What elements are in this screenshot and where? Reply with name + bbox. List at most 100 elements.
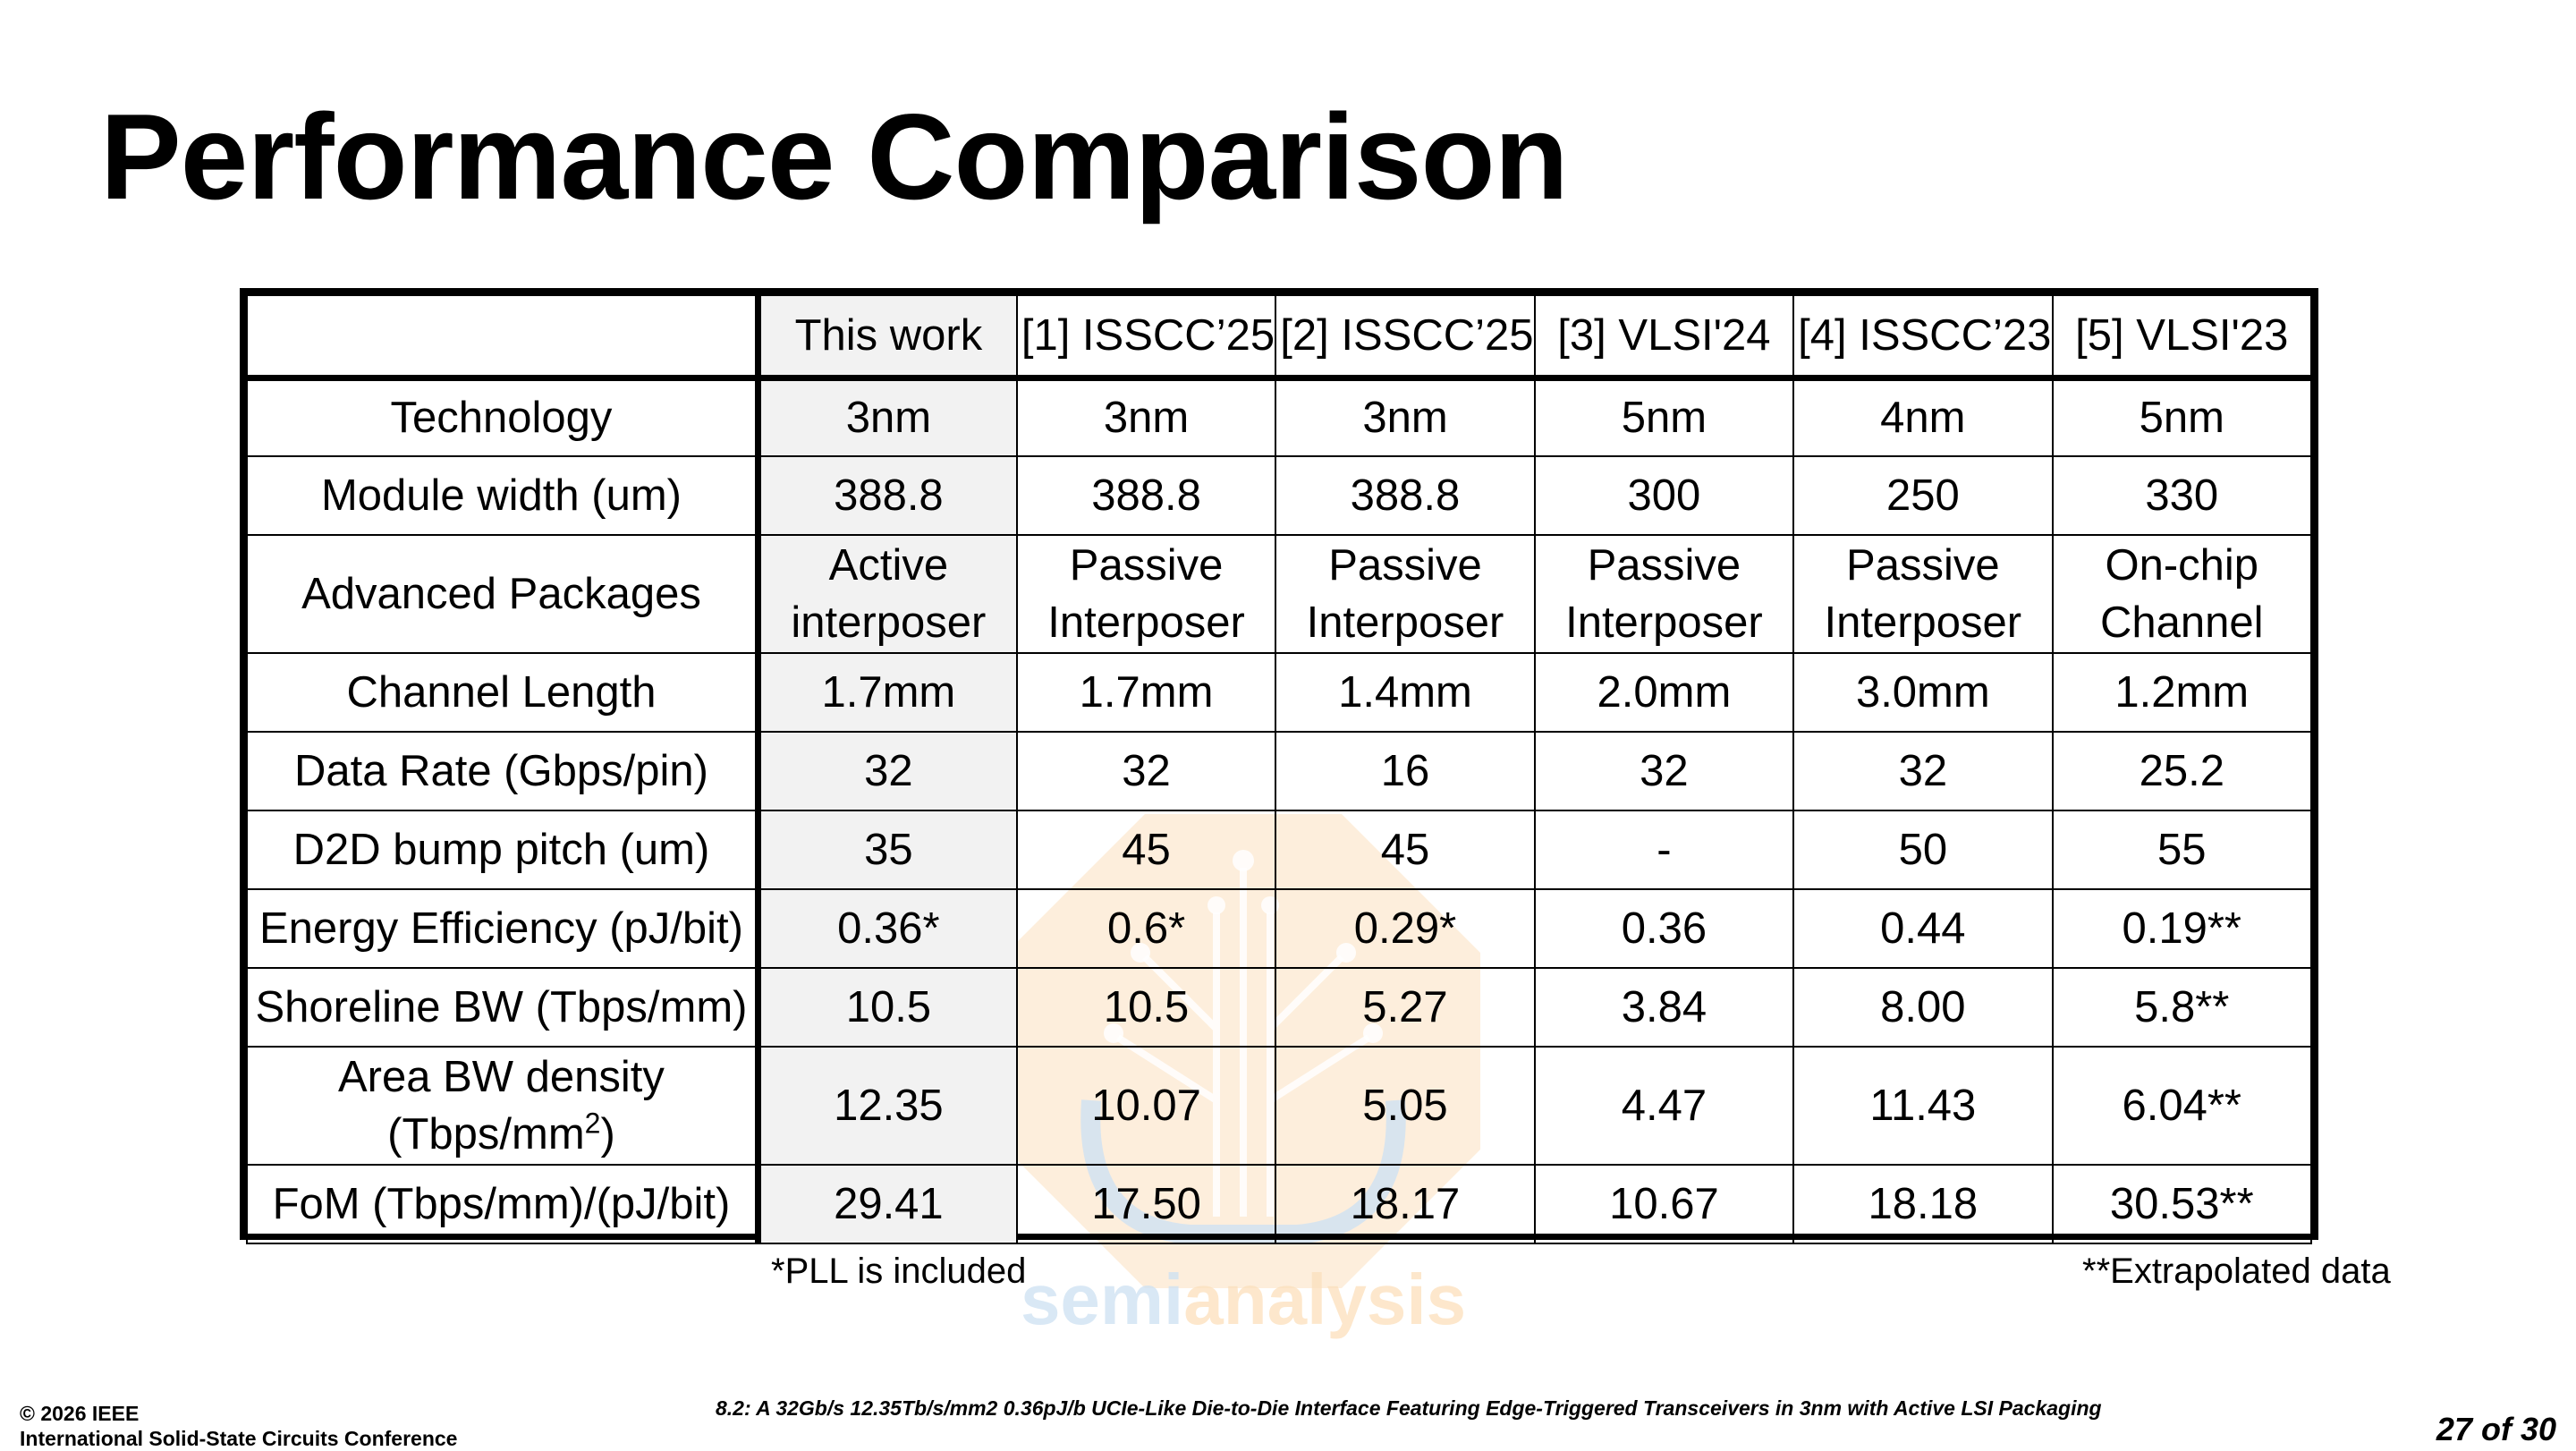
table-cell: 32: [1015, 731, 1277, 811]
table-cell: 32: [1792, 731, 2054, 811]
row-label: D2D bump pitch (um): [245, 810, 761, 890]
slide-title: Performance Comparison: [100, 89, 1569, 225]
comparison-table: This work [1] ISSCC’25 [2] ISSCC’25 [3] …: [245, 294, 2313, 1244]
table-row-module-width: Module width (um) 388.8 388.8 388.8 300 …: [245, 455, 2313, 536]
table-cell: 45: [1015, 810, 1277, 890]
table-cell: 10.67: [1533, 1164, 1795, 1244]
table-cell: 6.04**: [2051, 1046, 2313, 1166]
table-cell: 1.7mm: [757, 652, 1018, 733]
table-cell: 18.18: [1792, 1164, 2054, 1244]
table-cell: 3.0mm: [1792, 652, 2054, 733]
column-header-this-work: This work: [757, 294, 1018, 381]
column-header-ref-3: [3] VLSI'24: [1533, 294, 1795, 381]
row-label: Technology: [245, 377, 761, 457]
footer-copyright: © 2026 IEEE: [20, 1402, 140, 1425]
comparison-table-frame: This work [1] ISSCC’25 [2] ISSCC’25 [3] …: [240, 288, 2318, 1244]
table-row-technology: Technology 3nm 3nm 3nm 5nm 4nm 5nm: [245, 377, 2313, 457]
table-row-data-rate: Data Rate (Gbps/pin) 32 32 16 32 32 25.2: [245, 731, 2313, 811]
row-label: Channel Length: [245, 652, 761, 733]
table-cell: 16: [1275, 731, 1536, 811]
table-cell: 250: [1792, 455, 2054, 536]
row-label-unit: (Tbps/mm: [387, 1110, 585, 1158]
row-label: Shoreline BW (Tbps/mm): [245, 967, 761, 1048]
table-cell: 12.35: [757, 1046, 1018, 1166]
table-corner-cell: [245, 294, 761, 381]
row-label: FoM (Tbps/mm)/(pJ/bit): [245, 1164, 761, 1244]
row-label: Energy Efficiency (pJ/bit): [245, 888, 761, 969]
table-cell: 29.41: [757, 1164, 1018, 1244]
table-cell: 4nm: [1792, 377, 2054, 457]
table-row-bump-pitch: D2D bump pitch (um) 35 45 45 - 50 55: [245, 810, 2313, 890]
table-cell: 2.0mm: [1533, 652, 1795, 733]
page-number: 27 of 30: [2436, 1411, 2556, 1447]
row-label: Data Rate (Gbps/pin): [245, 731, 761, 811]
table-cell: 10.5: [1015, 967, 1277, 1048]
table-cell: 45: [1275, 810, 1536, 890]
table-cell: 3nm: [757, 377, 1018, 457]
table-cell: 1.2mm: [2051, 652, 2313, 733]
table-cell: 388.8: [1275, 455, 1536, 536]
row-label: Advanced Packages: [245, 534, 761, 654]
table-cell: Active interposer: [757, 534, 1018, 654]
table-cell: 18.17: [1275, 1164, 1536, 1244]
table-cell: 17.50: [1015, 1164, 1277, 1244]
watermark-analysis: analysis: [1183, 1260, 1466, 1339]
column-header-ref-2: [2] ISSCC’25: [1275, 294, 1536, 381]
table-cell: 0.36*: [757, 888, 1018, 969]
row-label-superscript: 2: [584, 1107, 601, 1140]
table-cell: Passive Interposer: [1275, 534, 1536, 654]
table-row-shoreline-bw: Shoreline BW (Tbps/mm) 10.5 10.5 5.27 3.…: [245, 967, 2313, 1048]
table-cell: 5.05: [1275, 1046, 1536, 1166]
footer-paper-title: 8.2: A 32Gb/s 12.35Tb/s/mm2 0.36pJ/b UCI…: [716, 1396, 2102, 1420]
footnote-extrapolated: **Extrapolated data: [2082, 1252, 2391, 1291]
table-cell: 10.07: [1015, 1046, 1277, 1166]
table-cell: Passive Interposer: [1792, 534, 2054, 654]
table-cell: 50: [1792, 810, 2054, 890]
table-cell: 0.29*: [1275, 888, 1536, 969]
table-cell: 388.8: [757, 455, 1018, 536]
table-cell: 32: [1533, 731, 1795, 811]
table-cell: 11.43: [1792, 1046, 2054, 1166]
table-row-area-bw-density: Area BW density (Tbps/mm2) 12.35 10.07 5.…: [245, 1046, 2313, 1166]
column-header-ref-1: [1] ISSCC’25: [1015, 294, 1277, 381]
table-cell: 1.4mm: [1275, 652, 1536, 733]
table-cell: 4.47: [1533, 1046, 1795, 1166]
table-cell: On-chip Channel: [2051, 534, 2313, 654]
table-cell: 300: [1533, 455, 1795, 536]
table-row-energy-efficiency: Energy Efficiency (pJ/bit) 0.36* 0.6* 0.…: [245, 888, 2313, 969]
table-cell: 5.27: [1275, 967, 1536, 1048]
footer-conference: International Solid-State Circuits Confe…: [20, 1427, 458, 1450]
table-cell: 30.53**: [2051, 1164, 2313, 1244]
table-cell: 35: [757, 810, 1018, 890]
table-cell: 0.6*: [1015, 888, 1277, 969]
table-cell: 10.5: [757, 967, 1018, 1048]
table-cell: 388.8: [1015, 455, 1277, 536]
table-cell: 330: [2051, 455, 2313, 536]
watermark-semi: semi: [1021, 1260, 1183, 1339]
table-cell: 1.7mm: [1015, 652, 1277, 733]
table-header-row: This work [1] ISSCC’25 [2] ISSCC’25 [3] …: [245, 294, 2313, 381]
row-label: Module width (um): [245, 455, 761, 536]
table-row-advanced-packages: Advanced Packages Active interposer Pass…: [245, 534, 2313, 654]
table-cell: 32: [757, 731, 1018, 811]
watermark-wordmark: semianalysis: [1021, 1260, 1466, 1339]
row-label: Area BW density (Tbps/mm2): [245, 1046, 761, 1166]
row-label-close: ): [600, 1110, 615, 1158]
column-header-ref-4: [4] ISSCC’23: [1792, 294, 2054, 381]
table-row-fom: FoM (Tbps/mm)/(pJ/bit) 29.41 17.50 18.17…: [245, 1164, 2313, 1244]
table-cell: 3.84: [1533, 967, 1795, 1048]
table-cell: 0.44: [1792, 888, 2054, 969]
table-cell: 8.00: [1792, 967, 2054, 1048]
table-row-channel-length: Channel Length 1.7mm 1.7mm 1.4mm 2.0mm 3…: [245, 652, 2313, 733]
table-cell: 5nm: [1533, 377, 1795, 457]
table-cell: 5.8**: [2051, 967, 2313, 1048]
table-cell: 55: [2051, 810, 2313, 890]
row-label-main: Area BW density: [338, 1053, 665, 1101]
table-cell: 0.36: [1533, 888, 1795, 969]
table-cell: 5nm: [2051, 377, 2313, 457]
table-cell: 0.19**: [2051, 888, 2313, 969]
table-cell: -: [1533, 810, 1795, 890]
table-cell: 3nm: [1275, 377, 1536, 457]
table-cell: Passive Interposer: [1533, 534, 1795, 654]
footnote-pll: *PLL is included: [771, 1252, 1027, 1291]
